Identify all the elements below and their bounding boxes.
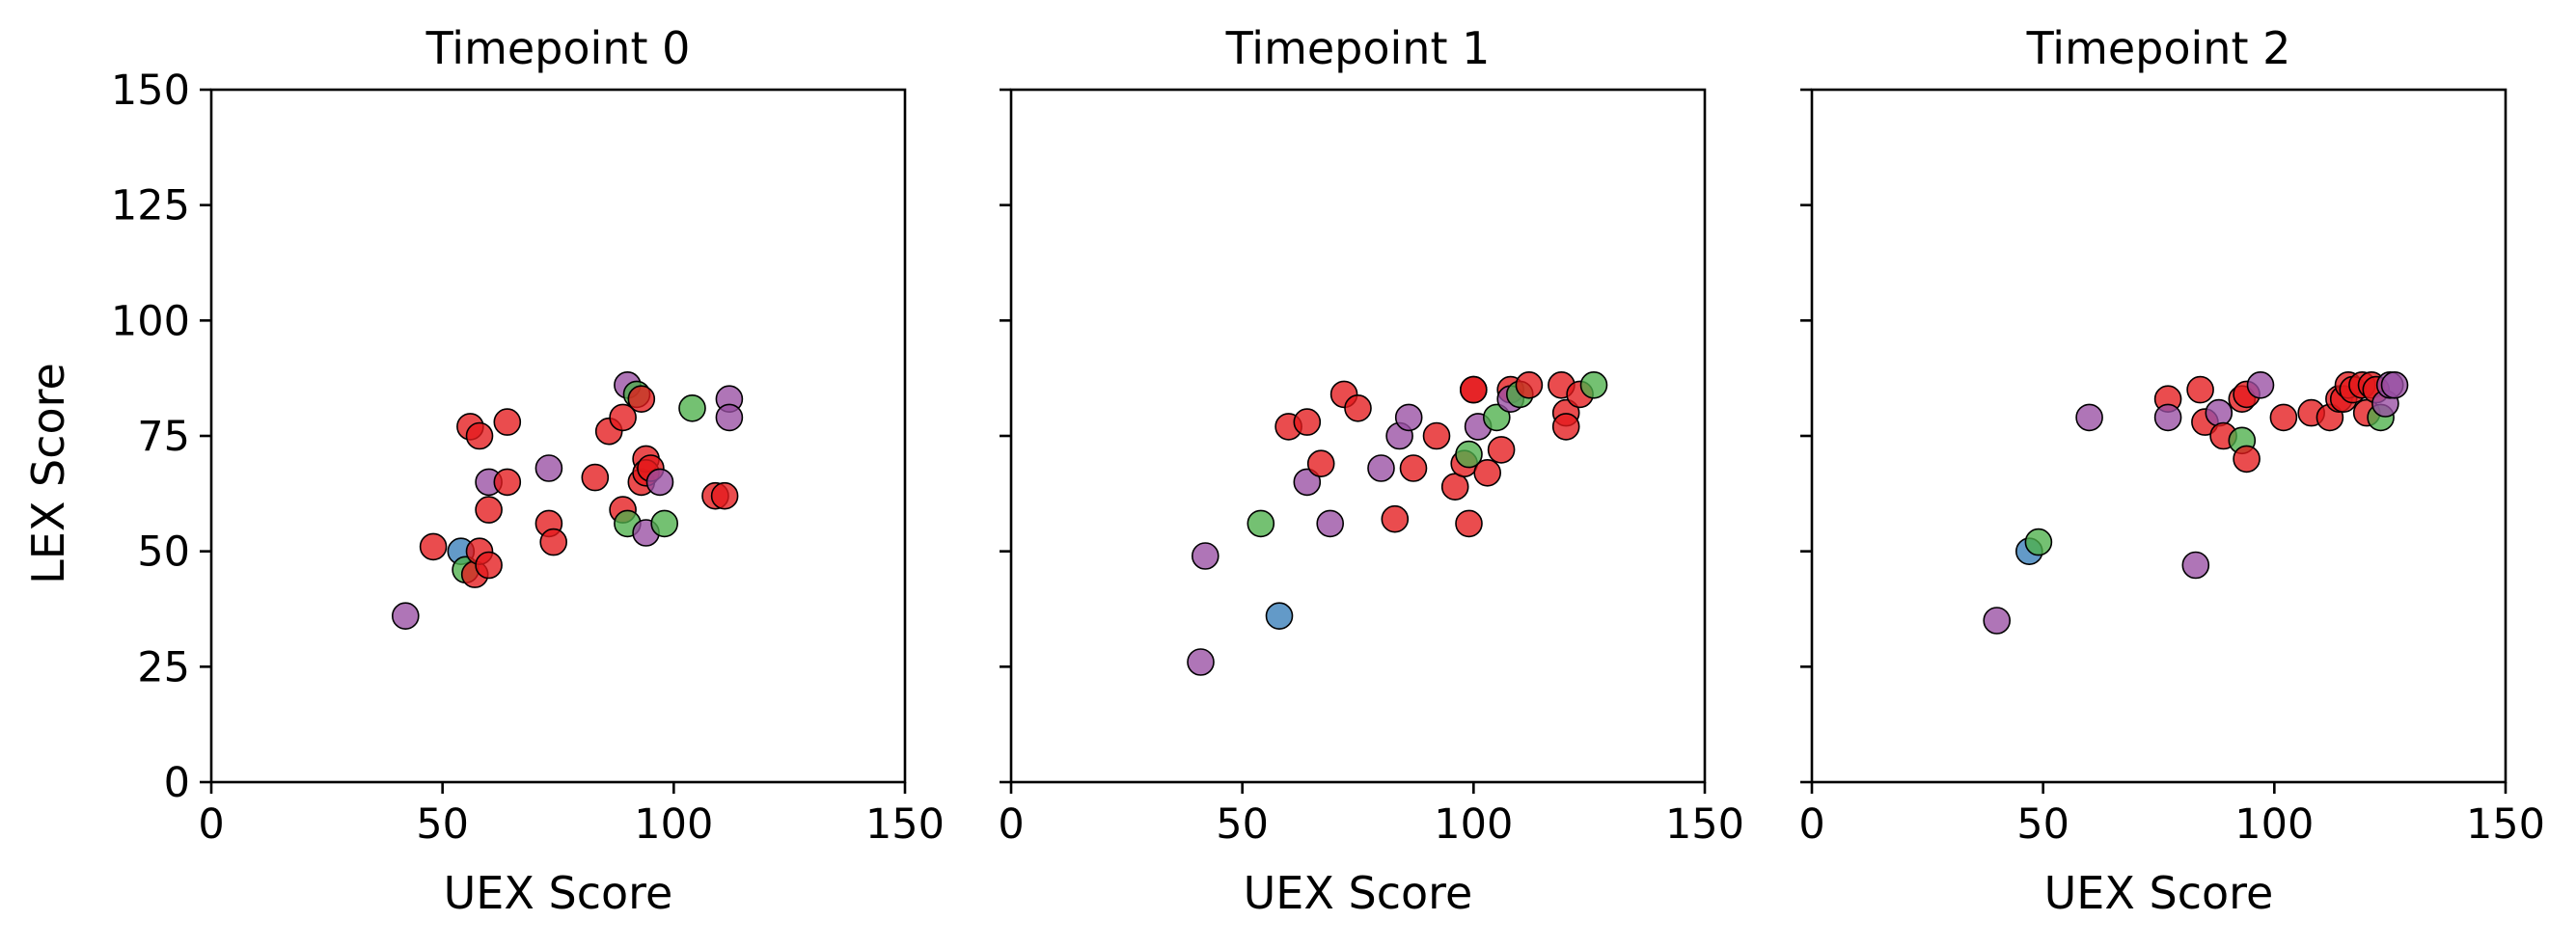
x-tick-label: 50 xyxy=(1216,800,1269,849)
data-point xyxy=(1579,370,1608,399)
data-point xyxy=(1265,602,1294,631)
data-point xyxy=(2181,551,2210,580)
plot-frame xyxy=(1009,88,1707,784)
data-point xyxy=(715,403,744,432)
data-point xyxy=(581,463,610,492)
y-tick-label: 150 xyxy=(111,67,190,115)
data-point xyxy=(419,532,448,561)
data-point xyxy=(609,403,637,432)
data-point xyxy=(2024,528,2053,556)
data-point xyxy=(678,393,706,422)
data-point xyxy=(1293,468,1322,497)
data-point xyxy=(1983,607,2011,635)
data-point xyxy=(2186,375,2214,404)
data-point xyxy=(2380,370,2409,399)
data-point xyxy=(1187,648,1215,676)
data-point xyxy=(493,468,522,497)
y-tick-label: 50 xyxy=(137,528,190,577)
y-tick-label: 0 xyxy=(164,759,190,807)
y-tick-label: 75 xyxy=(137,413,190,461)
x-tick-label: 50 xyxy=(416,800,469,849)
points xyxy=(391,370,744,631)
data-point xyxy=(1515,370,1544,399)
data-point xyxy=(1422,421,1451,450)
x-axis-label: UEX Score xyxy=(444,867,673,919)
data-point xyxy=(1483,403,1511,432)
points xyxy=(1187,370,1608,676)
x-tick-label: 150 xyxy=(1665,800,1744,849)
data-point xyxy=(1344,393,1372,422)
x-tick-label: 0 xyxy=(998,800,1024,849)
y-tick-label: 25 xyxy=(137,643,190,691)
panel-1: Timepoint 1 0 50 100 150 UEX Score xyxy=(998,22,1744,919)
data-point xyxy=(1192,542,1219,570)
data-point xyxy=(539,528,568,556)
data-point xyxy=(650,509,679,538)
data-point xyxy=(1551,413,1580,441)
data-point xyxy=(1440,473,1469,501)
y-tick-label: 100 xyxy=(111,297,190,345)
data-point xyxy=(1394,403,1423,432)
data-point xyxy=(1293,408,1322,436)
points xyxy=(1983,370,2409,635)
data-point xyxy=(2153,403,2182,432)
data-point xyxy=(1455,440,1483,469)
data-point xyxy=(1455,509,1483,538)
data-point xyxy=(1487,436,1516,464)
data-point xyxy=(2075,403,2103,432)
x-tick-label: 100 xyxy=(2234,800,2314,849)
x-tick-label: 50 xyxy=(2016,800,2069,849)
data-point xyxy=(2233,445,2261,474)
x-tick-label: 0 xyxy=(198,800,224,849)
data-point xyxy=(1306,449,1335,478)
data-point xyxy=(645,468,674,497)
data-point xyxy=(710,481,739,510)
data-point xyxy=(475,496,503,524)
x-axis-label: UEX Score xyxy=(1244,867,1473,919)
data-point xyxy=(1460,375,1488,404)
data-point xyxy=(1399,454,1428,482)
data-point xyxy=(1367,454,1395,482)
x-tick-label: 0 xyxy=(1798,800,1824,849)
x-tick-label: 100 xyxy=(634,800,713,849)
data-point xyxy=(627,385,656,414)
data-point xyxy=(475,551,503,580)
data-point xyxy=(391,602,420,631)
x-tick-label: 150 xyxy=(865,800,945,849)
plot-frame xyxy=(209,88,907,784)
data-point xyxy=(1247,509,1275,538)
data-point xyxy=(1316,509,1344,538)
data-point xyxy=(1473,458,1501,487)
x-axis-label: UEX Score xyxy=(2044,867,2274,919)
y-axis-label: LEX Score xyxy=(22,363,74,584)
panel-title: Timepoint 1 xyxy=(1225,22,1491,74)
x-tick-label: 150 xyxy=(2466,800,2545,849)
panel-2: Timepoint 2 0 50 100 150 UEX Score xyxy=(1798,22,2545,919)
data-point xyxy=(534,454,563,482)
data-point xyxy=(2246,370,2275,399)
data-point xyxy=(2205,398,2233,427)
data-point xyxy=(2269,403,2298,432)
data-point xyxy=(493,408,522,436)
x-tick-label: 100 xyxy=(1434,800,1513,849)
panel-title: Timepoint 0 xyxy=(425,22,691,74)
y-tick-label: 125 xyxy=(111,182,190,230)
panel-0: Timepoint 0 0 50 100 150 0 25 50 75 100 125 150 UEX … xyxy=(111,22,945,919)
data-point xyxy=(1381,504,1410,533)
panel-title: Timepoint 2 xyxy=(2026,22,2291,74)
data-point xyxy=(465,421,494,450)
plot-frame xyxy=(1810,88,2507,784)
